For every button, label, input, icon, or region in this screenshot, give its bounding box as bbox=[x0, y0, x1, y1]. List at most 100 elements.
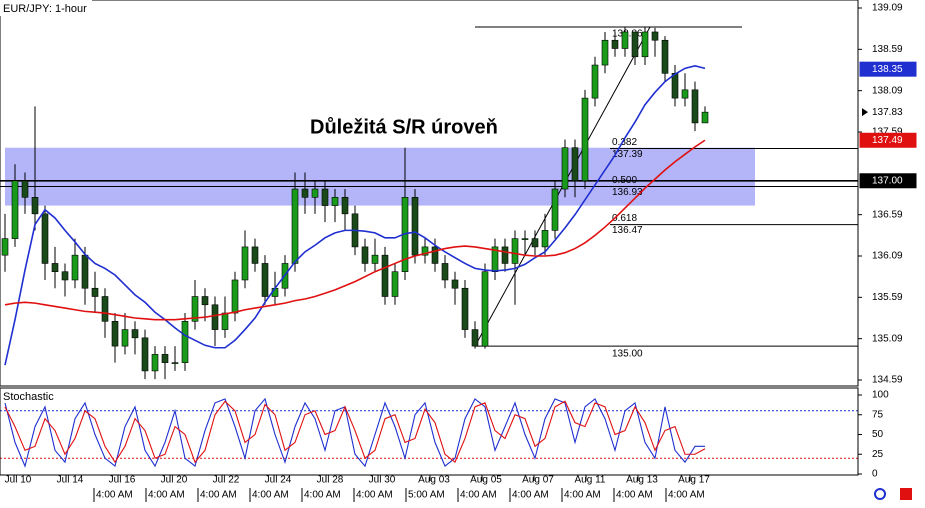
x-date-label: Jul 16 bbox=[109, 475, 136, 486]
candle-body bbox=[62, 272, 68, 280]
candle-body bbox=[302, 189, 308, 197]
candle-body bbox=[572, 148, 578, 181]
fib-ratio: 0.500 bbox=[612, 175, 637, 186]
candle-body bbox=[42, 214, 48, 264]
candle-body bbox=[32, 197, 38, 214]
candle-body bbox=[382, 255, 388, 296]
candle-body bbox=[2, 239, 8, 256]
x-date-label: Jul 14 bbox=[57, 475, 84, 486]
candle-body bbox=[372, 255, 378, 263]
candle-body bbox=[612, 40, 618, 48]
candle-body bbox=[342, 197, 348, 214]
x-date-label: Aug 05 bbox=[470, 475, 502, 486]
candle-body bbox=[462, 288, 468, 329]
candle-body bbox=[162, 354, 168, 362]
x-time-label: 4:00 AM bbox=[356, 490, 393, 501]
candle-body bbox=[332, 197, 338, 205]
stoch-tick-label: 25 bbox=[872, 449, 884, 460]
x-time-label: 4:00 AM bbox=[668, 490, 705, 501]
y-tick-label: 136.09 bbox=[872, 251, 903, 262]
x-date-label: Jul 30 bbox=[369, 475, 396, 486]
stoch-tick-label: 50 bbox=[872, 429, 884, 440]
fib-low-label: 135.00 bbox=[612, 349, 643, 360]
stoch-tick-label: 75 bbox=[872, 409, 884, 420]
x-time-label: 4:00 AM bbox=[564, 490, 601, 501]
x-time-label: 4:00 AM bbox=[148, 490, 185, 501]
x-date-label: Jul 28 bbox=[317, 475, 344, 486]
candle-body bbox=[232, 280, 238, 313]
x-time-label: 4:00 AM bbox=[304, 490, 341, 501]
candle-body bbox=[432, 247, 438, 264]
candle-body bbox=[392, 272, 398, 297]
candle-body bbox=[502, 247, 508, 264]
candle-body bbox=[672, 73, 678, 98]
y-tick-label: 139.09 bbox=[872, 3, 903, 14]
candle-body bbox=[632, 32, 638, 57]
price-tag-label: 137.00 bbox=[872, 175, 903, 186]
x-date-label: Jul 10 bbox=[5, 475, 32, 486]
y-tick-label: 134.59 bbox=[872, 375, 903, 386]
x-time-label: 4:00 AM bbox=[96, 490, 133, 501]
candle-body bbox=[152, 354, 158, 371]
annotation: Důležitá S/R úroveň bbox=[310, 116, 498, 138]
candle-body bbox=[662, 40, 668, 73]
fib-ratio: 0.618 bbox=[612, 213, 637, 224]
stoch-tick-label: 100 bbox=[872, 390, 889, 401]
candle-body bbox=[622, 32, 628, 49]
x-time-label: 4:00 AM bbox=[616, 490, 653, 501]
candle-body bbox=[522, 239, 528, 240]
candle-body bbox=[442, 263, 448, 280]
candle-body bbox=[92, 288, 98, 296]
candle-body bbox=[682, 90, 688, 98]
candle-body bbox=[532, 239, 538, 247]
candle-body bbox=[412, 197, 418, 255]
candle-body bbox=[82, 255, 88, 288]
candle-body bbox=[362, 247, 368, 264]
candle-body bbox=[582, 98, 588, 181]
candle-body bbox=[202, 297, 208, 305]
stochastic-title: Stochastic bbox=[3, 391, 54, 403]
price-tag-label: 137.49 bbox=[872, 135, 903, 146]
y-tick-label: 138.59 bbox=[872, 44, 903, 55]
x-date-label: Aug 17 bbox=[678, 475, 710, 486]
x-date-label: Jul 20 bbox=[161, 475, 188, 486]
x-time-label: 4:00 AM bbox=[460, 490, 497, 501]
x-time-label: 5:00 AM bbox=[408, 490, 445, 501]
y-tick-label: 136.59 bbox=[872, 209, 903, 220]
candle-body bbox=[482, 272, 488, 346]
x-time-label: 4:00 AM bbox=[252, 490, 289, 501]
candle-body bbox=[212, 305, 218, 330]
candle-body bbox=[512, 239, 518, 264]
candle-body bbox=[112, 321, 118, 346]
fib-price: 136.47 bbox=[612, 225, 643, 236]
stoch-tick-label: 0 bbox=[872, 469, 878, 480]
candle-body bbox=[322, 189, 328, 206]
x-date-label: Aug 13 bbox=[626, 475, 658, 486]
candle-body bbox=[122, 330, 128, 347]
candle-body bbox=[592, 65, 598, 98]
candle-body bbox=[472, 330, 478, 347]
x-time-label: 4:00 AM bbox=[200, 490, 237, 501]
y-tick-label: 135.09 bbox=[872, 333, 903, 344]
candle-body bbox=[292, 189, 298, 263]
x-date-label: Jul 24 bbox=[265, 475, 292, 486]
candle-body bbox=[642, 32, 648, 57]
x-date-label: Aug 03 bbox=[418, 475, 450, 486]
candle-body bbox=[262, 263, 268, 296]
candle-body bbox=[552, 189, 558, 230]
candle-body bbox=[542, 230, 548, 247]
candle-body bbox=[562, 148, 568, 189]
x-date-label: Aug 07 bbox=[522, 475, 554, 486]
candle-body bbox=[22, 181, 28, 198]
candle-body bbox=[132, 330, 138, 338]
candle-body bbox=[52, 263, 58, 271]
price-tag-label: 138.35 bbox=[872, 64, 903, 75]
candle-body bbox=[242, 247, 248, 280]
close-icon[interactable] bbox=[900, 488, 912, 500]
x-date-label: Aug 11 bbox=[575, 475, 606, 486]
chart-title: EUR/JPY: 1-hour bbox=[3, 3, 87, 15]
y-tick-label: 135.59 bbox=[872, 292, 903, 303]
candle-body bbox=[142, 338, 148, 371]
candle-body bbox=[222, 313, 228, 330]
